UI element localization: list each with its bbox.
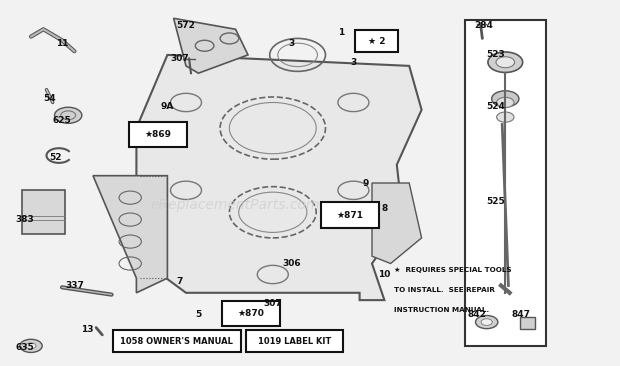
FancyBboxPatch shape (222, 301, 280, 326)
Circle shape (26, 343, 36, 349)
Text: 7: 7 (177, 277, 183, 286)
Bar (520, 317, 535, 329)
FancyBboxPatch shape (113, 330, 241, 352)
Text: 383: 383 (16, 215, 34, 224)
Text: 524: 524 (487, 102, 505, 111)
Text: 5: 5 (195, 310, 202, 319)
Text: eReplacementParts.com: eReplacementParts.com (151, 198, 321, 212)
Text: 572: 572 (177, 21, 195, 30)
Text: 1058 OWNER'S MANUAL: 1058 OWNER'S MANUAL (120, 337, 233, 346)
Circle shape (496, 57, 515, 68)
Text: 284: 284 (474, 21, 493, 30)
Text: 13: 13 (81, 325, 93, 334)
Circle shape (20, 339, 42, 352)
FancyBboxPatch shape (129, 122, 187, 147)
Text: 307: 307 (264, 299, 282, 308)
Text: 847: 847 (512, 310, 530, 319)
Circle shape (488, 52, 523, 72)
Text: 842: 842 (468, 310, 487, 319)
FancyBboxPatch shape (465, 20, 546, 346)
Text: 523: 523 (487, 51, 505, 59)
Text: ★ 2: ★ 2 (368, 37, 386, 46)
Text: 1019 LABEL KIT: 1019 LABEL KIT (258, 337, 331, 346)
Circle shape (497, 97, 514, 108)
Text: INSTRUCTION MANUAL.: INSTRUCTION MANUAL. (394, 307, 489, 313)
Text: 625: 625 (53, 116, 71, 125)
Text: ★869: ★869 (144, 130, 172, 139)
Polygon shape (174, 18, 248, 73)
Text: 337: 337 (65, 281, 84, 290)
Text: 54: 54 (43, 94, 56, 103)
Text: ★871: ★871 (337, 210, 364, 220)
Polygon shape (93, 176, 167, 293)
Circle shape (492, 91, 519, 107)
Text: 9: 9 (363, 179, 369, 187)
Text: 52: 52 (50, 153, 62, 162)
Text: 307: 307 (170, 54, 189, 63)
Text: ★  REQUIRES SPECIAL TOOLS: ★ REQUIRES SPECIAL TOOLS (394, 267, 511, 273)
Bar (22, 190, 65, 234)
Text: 8: 8 (381, 204, 388, 213)
Text: 9A: 9A (161, 102, 174, 111)
Text: 11: 11 (56, 40, 68, 48)
Circle shape (476, 315, 498, 329)
Text: 306: 306 (282, 259, 301, 268)
Text: 10: 10 (378, 270, 391, 279)
Circle shape (55, 107, 82, 123)
FancyBboxPatch shape (321, 202, 379, 228)
Polygon shape (372, 183, 422, 264)
FancyBboxPatch shape (246, 330, 343, 352)
FancyBboxPatch shape (355, 30, 398, 52)
Circle shape (497, 112, 514, 122)
Circle shape (481, 319, 492, 325)
Text: 1: 1 (338, 29, 344, 37)
Text: 525: 525 (487, 197, 505, 206)
Text: 3: 3 (350, 58, 356, 67)
Text: ★870: ★870 (237, 309, 265, 318)
Text: 635: 635 (16, 343, 34, 352)
Text: TO INSTALL.  SEE REPAIR: TO INSTALL. SEE REPAIR (394, 287, 495, 293)
Text: 3: 3 (288, 40, 294, 48)
Polygon shape (136, 55, 422, 300)
